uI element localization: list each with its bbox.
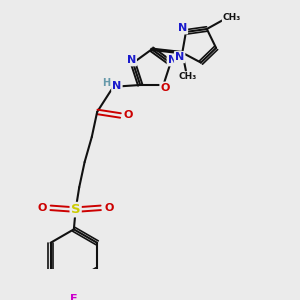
Text: CH₃: CH₃ — [223, 13, 241, 22]
Text: O: O — [104, 203, 113, 213]
Text: N: N — [168, 55, 177, 65]
Text: O: O — [38, 203, 47, 213]
Text: S: S — [71, 203, 80, 216]
Text: N: N — [127, 55, 136, 65]
Text: F: F — [70, 294, 78, 300]
Text: CH₃: CH₃ — [178, 72, 197, 81]
Text: H: H — [102, 78, 110, 88]
Text: N: N — [178, 23, 187, 33]
Text: N: N — [175, 52, 184, 62]
Text: N: N — [112, 81, 122, 91]
Text: O: O — [160, 83, 170, 93]
Text: O: O — [124, 110, 133, 121]
